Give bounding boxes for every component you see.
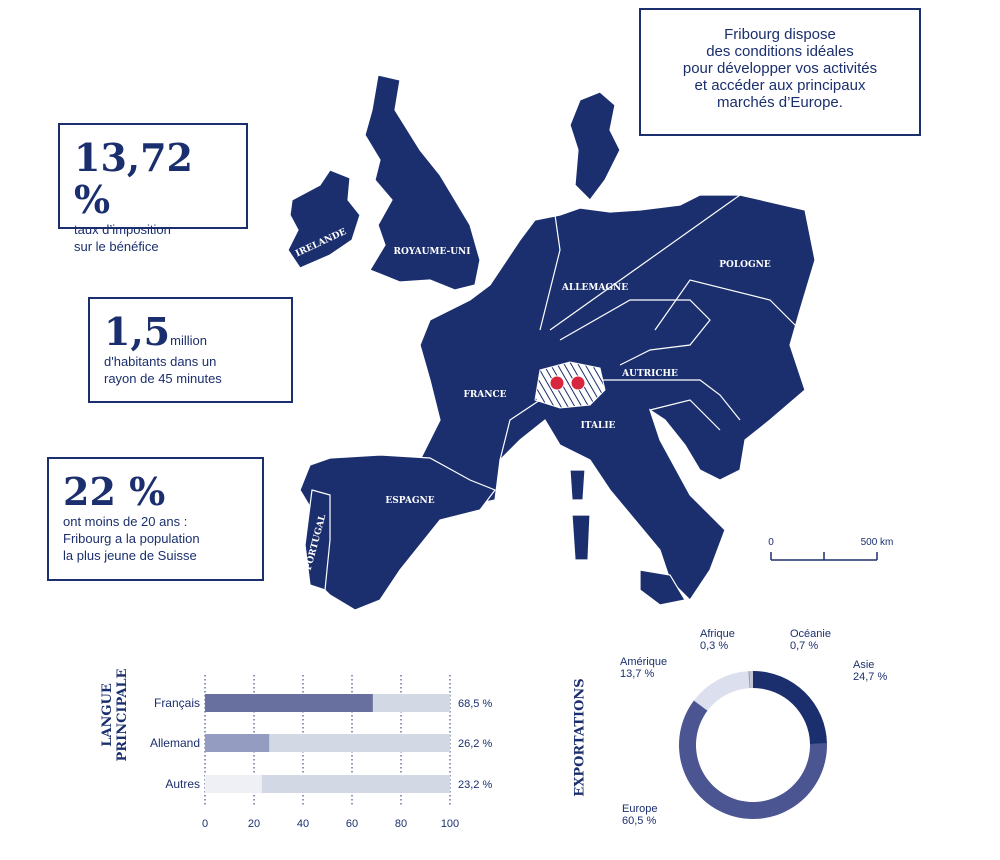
slice-value: 0,3 % [700, 640, 728, 652]
x-tick-label: 100 [441, 818, 459, 830]
slice-value: 0,7 % [790, 640, 818, 652]
map-label: POLOGNE [719, 260, 771, 270]
bar-track [205, 775, 450, 793]
switzerland [534, 361, 606, 409]
scale-label: 500 km [861, 537, 894, 548]
slice-label: Océanie [790, 628, 831, 640]
slice-value: 24,7 % [853, 671, 887, 683]
stat-unit: million [170, 333, 207, 348]
stat-figure: 13,72 % [74, 135, 193, 222]
value-label: 23,2 % [458, 779, 492, 791]
slice-label: Europe [622, 803, 657, 815]
stat-text: ont moins de 20 ans : [63, 514, 188, 529]
flag [549, 375, 565, 391]
slice-label: Asie [853, 659, 874, 671]
x-tick-label: 0 [202, 818, 208, 830]
stat-text: Fribourg a la population [63, 531, 200, 546]
stat-text: rayon de 45 minutes [104, 371, 222, 386]
map-label: ALLEMAGNE [561, 283, 628, 293]
stat-box: 1,5million d'habitants dans un rayon de 4… [88, 297, 293, 403]
map-label: ROYAUME-UNI [393, 247, 470, 257]
stat-text: la plus jeune de Suisse [63, 548, 197, 563]
map-label: AUTRICHE [621, 369, 678, 379]
stat-text: taux d’imposition [74, 222, 171, 237]
stat-figure: 1,5 [104, 309, 171, 354]
callout-line: marchés d’Europe. [717, 94, 843, 111]
value-label: 26,2 % [458, 738, 492, 750]
slice-label: Amérique [620, 656, 667, 668]
callout-line: pour développer vos activités [682, 60, 878, 77]
slice [753, 671, 827, 745]
bar [205, 694, 373, 712]
x-tick-label: 80 [395, 818, 407, 830]
slice-label: Afrique [700, 628, 735, 640]
slice [679, 700, 828, 819]
category-label: Français [154, 696, 200, 710]
stat-figure: 22 % [63, 469, 166, 514]
slice [748, 671, 751, 689]
callout-line: des conditions idéales [706, 43, 854, 60]
map-label: FRANCE [463, 390, 506, 400]
countries [287, 74, 816, 611]
value-label: 68,5 % [458, 698, 492, 710]
callout-line: Fribourg dispose [724, 26, 836, 43]
stat-box: 22 % ont moins de 20 ans : Fribourg a la … [47, 457, 264, 581]
stat-box: 13,72 % taux d’imposition sur le bénéfice [58, 123, 248, 254]
x-tick-label: 40 [297, 818, 309, 830]
callout: Fribourg dispose des conditions idéales … [639, 8, 921, 136]
slice-value: 13,7 % [620, 668, 654, 680]
bar [205, 734, 270, 752]
callout-line: et accéder aux principaux [694, 77, 866, 94]
flag [570, 375, 586, 391]
map-label: ESPAGNE [385, 496, 434, 506]
stat-text: sur le bénéfice [74, 239, 159, 254]
scale-bar [770, 552, 878, 561]
slice [693, 671, 750, 711]
category-label: Allemand [150, 736, 200, 750]
map-label: ITALIE [581, 421, 616, 431]
scale-label: 0 [768, 537, 774, 548]
bar [205, 775, 262, 793]
x-tick-label: 20 [248, 818, 260, 830]
slice-value: 60,5 % [622, 815, 656, 827]
category-label: Autres [165, 777, 200, 791]
slice [749, 671, 753, 689]
x-tick-label: 60 [346, 818, 358, 830]
stat-text: d'habitants dans un [104, 354, 217, 369]
